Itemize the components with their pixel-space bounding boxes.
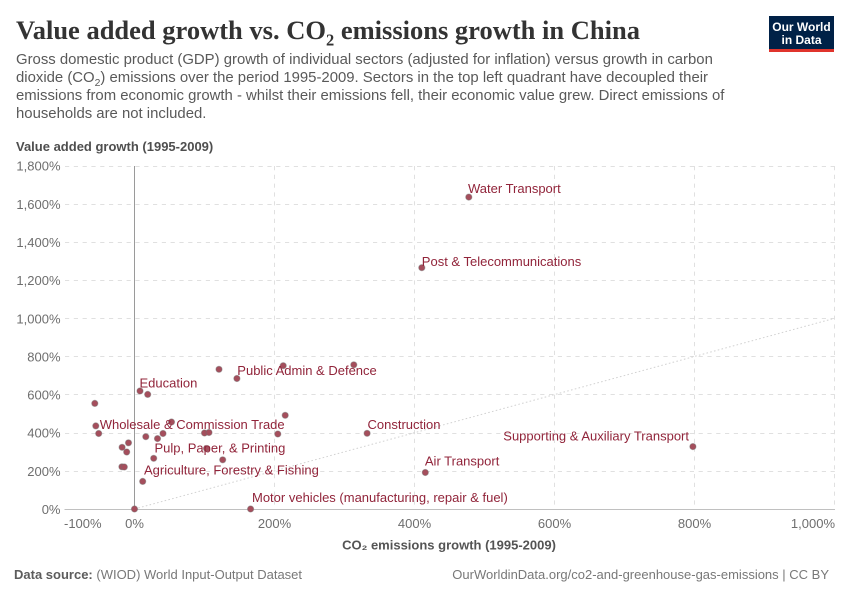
svg-text:Motor vehicles (manufacturing,: Motor vehicles (manufacturing, repair & …: [252, 490, 508, 505]
svg-text:Construction: Construction: [368, 417, 441, 432]
svg-text:200%: 200%: [27, 464, 61, 479]
svg-text:600%: 600%: [27, 388, 61, 403]
svg-text:200%: 200%: [258, 516, 292, 531]
svg-text:800%: 800%: [27, 349, 61, 364]
svg-text:Education: Education: [140, 375, 198, 390]
svg-text:600%: 600%: [538, 516, 572, 531]
svg-text:0%: 0%: [125, 516, 144, 531]
svg-text:Agriculture, Forestry & Fishin: Agriculture, Forestry & Fishing: [144, 463, 319, 478]
svg-text:CO₂ emissions growth (1995-200: CO₂ emissions growth (1995-2009): [342, 538, 556, 553]
svg-text:0%: 0%: [42, 502, 61, 517]
svg-text:Water Transport: Water Transport: [468, 181, 561, 196]
svg-text:Pulp, Paper, & Printing: Pulp, Paper, & Printing: [155, 441, 286, 456]
svg-text:Air Transport: Air Transport: [425, 453, 500, 468]
svg-text:-100%: -100%: [64, 516, 102, 531]
svg-text:1,000%: 1,000%: [16, 311, 61, 326]
svg-text:1,000%: 1,000%: [791, 516, 836, 531]
svg-text:400%: 400%: [27, 426, 61, 441]
svg-text:1,400%: 1,400%: [16, 235, 61, 250]
svg-text:Wholesale & Commission Trade: Wholesale & Commission Trade: [100, 417, 285, 432]
svg-text:1,200%: 1,200%: [16, 273, 61, 288]
svg-text:1,800%: 1,800%: [16, 159, 61, 174]
svg-text:Supporting & Auxiliary Transpo: Supporting & Auxiliary Transport: [503, 429, 689, 444]
svg-text:1,600%: 1,600%: [16, 197, 61, 212]
svg-text:Public Admin & Defence: Public Admin & Defence: [237, 363, 376, 378]
svg-text:800%: 800%: [678, 516, 712, 531]
svg-text:Post & Telecommunications: Post & Telecommunications: [422, 254, 582, 269]
svg-text:400%: 400%: [398, 516, 432, 531]
